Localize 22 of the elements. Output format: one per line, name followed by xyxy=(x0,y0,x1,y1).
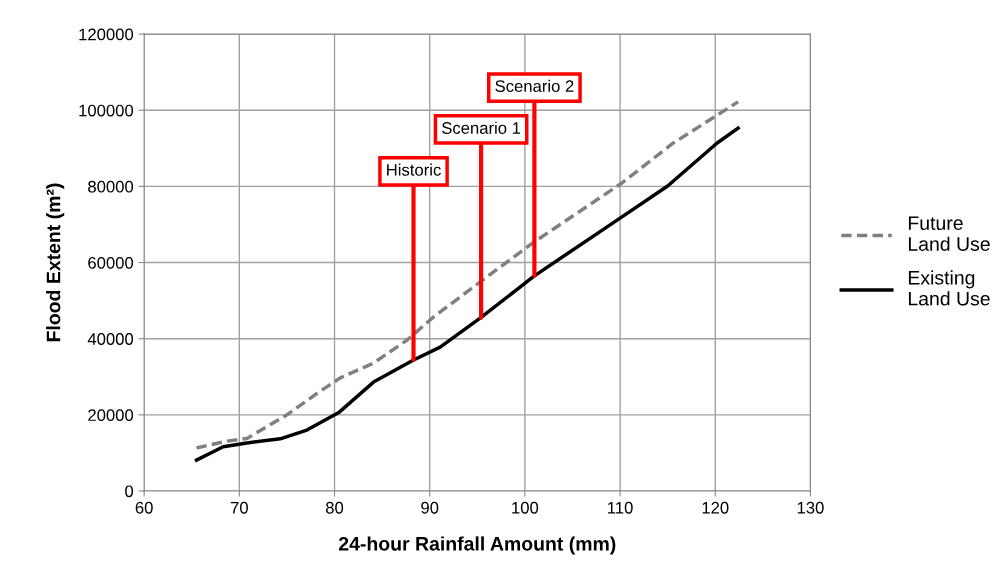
x-tick-label: 70 xyxy=(230,501,248,514)
y-tick-label: 120000 xyxy=(79,28,134,41)
y-tick-label: 0 xyxy=(125,485,134,498)
y-tick-label: 80000 xyxy=(88,180,134,193)
annotation: Scenario 1 xyxy=(442,121,521,134)
x-tick-label: 120 xyxy=(702,501,729,514)
x-tick-label: 90 xyxy=(421,501,439,514)
x-tick-label: 130 xyxy=(797,501,824,514)
y-tick-label: 100000 xyxy=(79,104,134,117)
x-axis-title: 24-hour Rainfall Amount (mm) xyxy=(338,536,616,555)
y-axis-title: Flood Extent (m²) xyxy=(46,183,65,342)
x-tick-label: 60 xyxy=(135,501,153,514)
legend-label: Existing Land Use xyxy=(908,270,990,306)
y-tick-label: 60000 xyxy=(88,256,134,269)
x-tick-label: 110 xyxy=(608,501,633,514)
legend-label: Future Land Use xyxy=(908,216,990,251)
x-tick-label: 80 xyxy=(325,501,344,514)
annotation: Historic xyxy=(387,163,441,176)
x-tick-label: 100 xyxy=(512,501,539,514)
annotation: Scenario 2 xyxy=(495,79,574,93)
y-tick-label: 20000 xyxy=(88,409,134,422)
y-tick-label: 40000 xyxy=(87,333,134,345)
